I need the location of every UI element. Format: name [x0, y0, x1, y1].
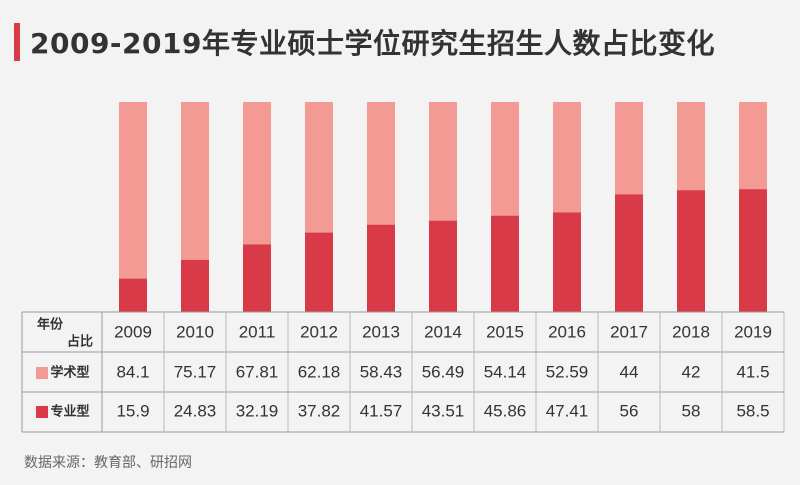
bar-professional-2013 — [367, 224, 395, 312]
bar-professional-2014 — [429, 220, 457, 312]
category-label-2019: 2019 — [734, 322, 772, 341]
legend-label-professional: 专业型 — [50, 404, 89, 420]
data-label-professional-2009: 15.9 — [116, 401, 149, 420]
data-label-academic-2009: 84.1 — [116, 362, 149, 381]
legend-label-academic: 学术型 — [50, 365, 89, 381]
bar-academic-2015 — [491, 102, 519, 216]
bar-academic-2019 — [739, 102, 767, 190]
data-label-academic-2014: 56.49 — [422, 362, 465, 381]
data-label-academic-2010: 75.17 — [174, 362, 217, 381]
data-label-professional-2015: 45.86 — [484, 401, 527, 420]
bar-professional-2009 — [119, 278, 147, 312]
category-label-2016: 2016 — [548, 322, 586, 341]
legend-swatch-academic — [36, 367, 48, 379]
bar-professional-2011 — [243, 244, 271, 312]
legend-swatch-professional — [36, 406, 48, 418]
category-label-2015: 2015 — [486, 322, 524, 341]
category-label-2012: 2012 — [300, 322, 338, 341]
data-label-academic-2013: 58.43 — [360, 362, 403, 381]
data-label-professional-2019: 58.5 — [736, 401, 769, 420]
table-header-year: 年份 — [37, 317, 64, 333]
title-bar: 2009-2019年专业硕士学位研究生招生人数占比变化 — [14, 22, 715, 62]
category-label-2011: 2011 — [239, 322, 276, 341]
bar-professional-2019 — [739, 189, 767, 312]
data-label-professional-2012: 37.82 — [298, 401, 341, 420]
bar-academic-2011 — [243, 102, 271, 245]
bar-professional-2016 — [553, 212, 581, 312]
data-label-professional-2010: 24.83 — [174, 401, 217, 420]
data-label-academic-2012: 62.18 — [298, 362, 341, 381]
data-label-academic-2015: 54.14 — [484, 362, 527, 381]
category-label-2018: 2018 — [672, 322, 710, 341]
category-label-2013: 2013 — [362, 322, 400, 341]
bar-professional-2015 — [491, 215, 519, 312]
data-label-professional-2017: 56 — [620, 401, 639, 420]
data-source: 数据来源：教育部、研招网 — [24, 455, 192, 471]
table-header-share: 占比 — [67, 334, 93, 350]
bar-academic-2013 — [367, 102, 395, 225]
data-label-academic-2019: 41.5 — [736, 362, 769, 381]
category-label-2017: 2017 — [610, 322, 648, 341]
bar-academic-2017 — [615, 102, 643, 195]
data-label-academic-2011: 67.81 — [236, 362, 279, 381]
data-label-academic-2018: 42 — [682, 362, 701, 381]
category-label-2010: 2010 — [176, 322, 214, 341]
bar-academic-2012 — [305, 102, 333, 233]
chart-title: 2009-2019年专业硕士学位研究生招生人数占比变化 — [30, 27, 715, 60]
data-label-professional-2013: 41.57 — [360, 401, 403, 420]
data-label-professional-2016: 47.41 — [546, 401, 589, 420]
bar-academic-2009 — [119, 102, 147, 279]
bar-academic-2010 — [181, 102, 209, 260]
data-label-professional-2011: 32.19 — [236, 401, 279, 420]
data-label-academic-2016: 52.59 — [546, 362, 589, 381]
bar-professional-2017 — [615, 194, 643, 312]
bar-professional-2018 — [677, 190, 705, 312]
bar-professional-2012 — [305, 232, 333, 312]
bar-academic-2014 — [429, 102, 457, 221]
bar-academic-2018 — [677, 102, 705, 191]
category-label-2014: 2014 — [424, 322, 462, 341]
data-label-academic-2017: 44 — [620, 362, 639, 381]
bar-academic-2016 — [553, 102, 581, 213]
category-label-2009: 2009 — [114, 322, 152, 341]
data-label-professional-2014: 43.51 — [422, 401, 465, 420]
bar-professional-2010 — [181, 259, 209, 312]
data-label-professional-2018: 58 — [682, 401, 701, 420]
title-accent-bar — [14, 23, 20, 61]
